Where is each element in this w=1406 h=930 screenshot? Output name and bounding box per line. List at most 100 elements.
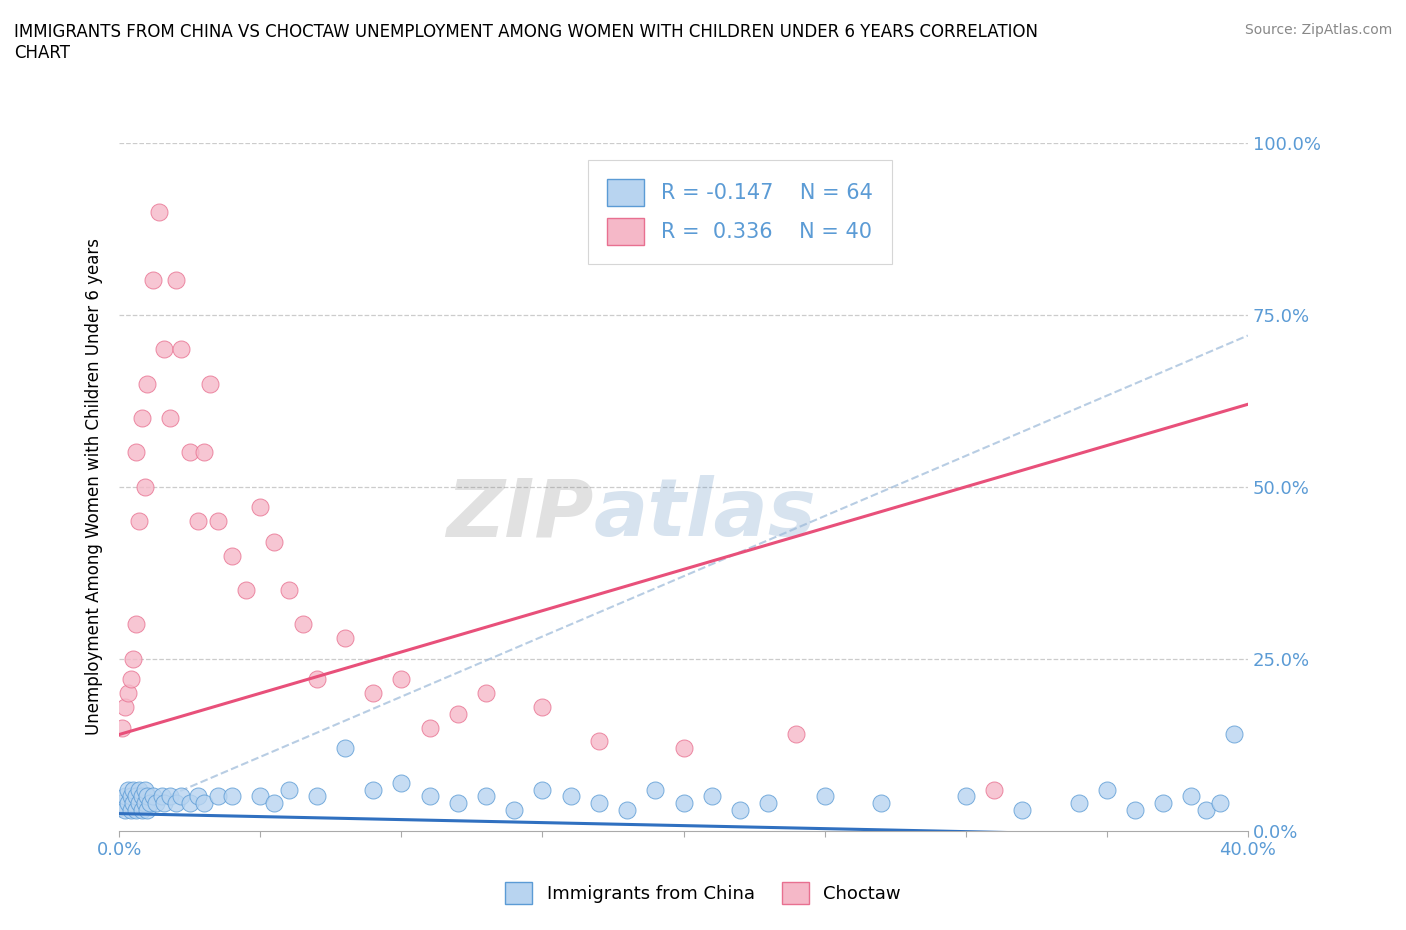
Point — [122, 796, 145, 811]
Point — [1123, 803, 1146, 817]
Point — [531, 699, 554, 714]
Point — [221, 789, 243, 804]
Text: ZIP: ZIP — [446, 475, 593, 553]
Point — [120, 672, 142, 687]
Point — [114, 699, 136, 714]
Point — [125, 803, 148, 817]
Point — [263, 535, 285, 550]
Point — [672, 796, 695, 811]
Point — [785, 727, 807, 742]
Point — [128, 782, 150, 797]
Point — [134, 796, 156, 811]
Point — [560, 789, 582, 804]
Point — [136, 377, 159, 392]
Point — [1194, 803, 1216, 817]
Point — [1011, 803, 1033, 817]
Point — [333, 741, 356, 756]
Point — [475, 789, 498, 804]
Point — [333, 631, 356, 645]
Point — [305, 789, 328, 804]
Point — [1152, 796, 1174, 811]
Point — [136, 789, 159, 804]
Point — [672, 741, 695, 756]
Point — [207, 513, 229, 528]
Point — [187, 789, 209, 804]
Point — [700, 789, 723, 804]
Point — [134, 782, 156, 797]
Point — [1095, 782, 1118, 797]
Point — [125, 617, 148, 631]
Point — [134, 479, 156, 494]
Point — [131, 789, 153, 804]
Point — [361, 685, 384, 700]
Point — [391, 776, 413, 790]
Point — [179, 796, 201, 811]
Point — [136, 803, 159, 817]
Point — [187, 513, 209, 528]
Point — [198, 377, 221, 392]
Point — [117, 796, 139, 811]
Point — [120, 803, 142, 817]
Legend: Immigrants from China, Choctaw: Immigrants from China, Choctaw — [498, 875, 908, 911]
Point — [193, 796, 215, 811]
Point — [419, 789, 441, 804]
Point — [117, 685, 139, 700]
Point — [291, 617, 314, 631]
Point — [122, 782, 145, 797]
Point — [447, 796, 470, 811]
Point — [983, 782, 1005, 797]
Point — [114, 789, 136, 804]
Point — [249, 500, 271, 515]
Point — [165, 796, 187, 811]
Point — [361, 782, 384, 797]
Point — [475, 685, 498, 700]
Legend: R = -0.147    N = 64, R =  0.336    N = 40: R = -0.147 N = 64, R = 0.336 N = 40 — [588, 160, 891, 264]
Point — [728, 803, 751, 817]
Point — [263, 796, 285, 811]
Point — [170, 342, 193, 357]
Point — [1067, 796, 1090, 811]
Point — [193, 445, 215, 460]
Point — [644, 782, 666, 797]
Point — [128, 513, 150, 528]
Point — [391, 672, 413, 687]
Point — [159, 411, 181, 426]
Point — [122, 651, 145, 666]
Point — [235, 582, 257, 597]
Point — [170, 789, 193, 804]
Point — [153, 342, 176, 357]
Point — [588, 796, 610, 811]
Point — [1208, 796, 1230, 811]
Text: Source: ZipAtlas.com: Source: ZipAtlas.com — [1244, 23, 1392, 37]
Point — [159, 789, 181, 804]
Point — [221, 548, 243, 563]
Point — [145, 796, 167, 811]
Point — [870, 796, 893, 811]
Y-axis label: Unemployment Among Women with Children Under 6 years: Unemployment Among Women with Children U… — [86, 238, 103, 736]
Point — [131, 411, 153, 426]
Point — [207, 789, 229, 804]
Point — [117, 782, 139, 797]
Point — [125, 789, 148, 804]
Point — [1222, 727, 1244, 742]
Point — [1180, 789, 1202, 804]
Point — [814, 789, 837, 804]
Point — [419, 720, 441, 735]
Point — [111, 720, 134, 735]
Point — [503, 803, 526, 817]
Text: IMMIGRANTS FROM CHINA VS CHOCTAW UNEMPLOYMENT AMONG WOMEN WITH CHILDREN UNDER 6 : IMMIGRANTS FROM CHINA VS CHOCTAW UNEMPLO… — [14, 23, 1038, 62]
Point — [128, 796, 150, 811]
Point — [142, 273, 165, 288]
Point — [179, 445, 201, 460]
Text: atlas: atlas — [593, 475, 815, 553]
Point — [153, 796, 176, 811]
Point — [114, 803, 136, 817]
Point — [131, 803, 153, 817]
Point — [955, 789, 977, 804]
Point — [120, 789, 142, 804]
Point — [111, 796, 134, 811]
Point — [148, 205, 170, 219]
Point — [150, 789, 173, 804]
Point — [305, 672, 328, 687]
Point — [125, 445, 148, 460]
